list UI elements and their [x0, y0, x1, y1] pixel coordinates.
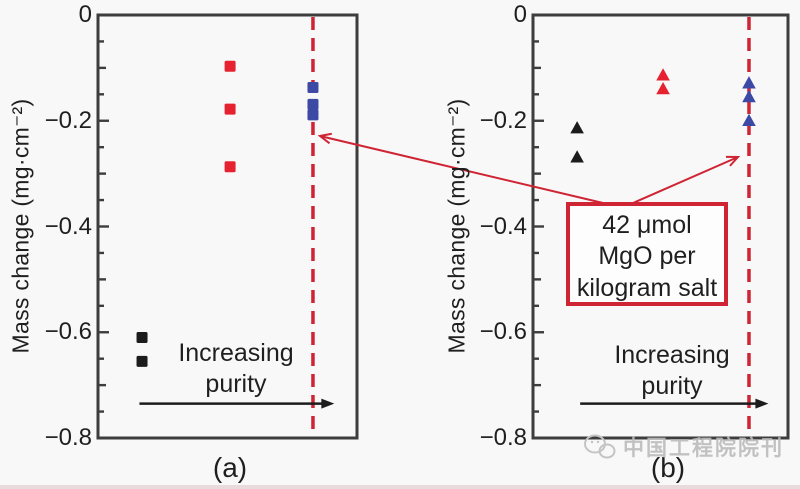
- panel-caption-a: (a): [212, 452, 248, 483]
- purity-arrow-head-b: [755, 398, 769, 409]
- marker-triangle-blue-triangles: [742, 76, 756, 89]
- marker-square-blue-squares: [307, 81, 319, 93]
- marker-triangle-blue-triangles: [742, 113, 756, 127]
- annotation-line3: kilogram salt: [576, 273, 718, 302]
- ytick-label-a: 0: [78, 1, 92, 28]
- marker-square-blue-squares: [307, 109, 319, 121]
- annotation-line1: 42 μmol: [602, 211, 692, 239]
- panel-a-frame: [96, 13, 359, 440]
- annotation-arrow-line-1: [632, 156, 739, 204]
- annotation-arrow-head-0: [317, 132, 332, 145]
- marker-square-red-squares: [224, 103, 236, 115]
- ytick-label-a: −0.8: [44, 424, 92, 451]
- mgo-annotation-box: 42 μmol MgO per kilogram salt: [566, 202, 728, 306]
- increasing-purity-label-b: Increasing purity: [560, 340, 784, 402]
- ytick-label-b: −0.6: [479, 318, 527, 346]
- marker-square-black-squares: [136, 332, 148, 344]
- bottom-strip: [0, 485, 800, 489]
- marker-triangle-black-triangles: [570, 121, 584, 134]
- marker-square-black-squares: [136, 355, 148, 367]
- purity-arrow-head-a: [321, 398, 335, 409]
- annotation-arrow-head-1: [725, 155, 741, 167]
- marker-triangle-black-triangles: [570, 150, 584, 163]
- ytick-label-b: −0.4: [479, 212, 527, 240]
- ytick-label-a: −0.2: [44, 106, 92, 134]
- panel-b-frame: [531, 13, 790, 440]
- wechat-logo-icon: [584, 434, 616, 459]
- marker-square-red-squares: [224, 161, 236, 173]
- increasing-purity-label-a: Increasing purity: [124, 338, 348, 400]
- panel-caption-b: (b): [650, 452, 686, 483]
- ytick-label-b: 0: [513, 1, 527, 28]
- increasing-purity-line2: purity: [205, 370, 267, 398]
- increasing-purity-line2: purity: [641, 372, 703, 400]
- ytick-label-b: −0.8: [479, 424, 527, 451]
- marker-square-blue-squares: [307, 98, 319, 110]
- ytick-label-a: −0.4: [44, 212, 92, 240]
- increasing-purity-line1: Increasing: [178, 339, 294, 367]
- increasing-purity-line1: Increasing: [614, 341, 730, 369]
- marker-triangle-blue-triangles: [742, 89, 756, 103]
- marker-triangle-red-triangles: [656, 81, 670, 95]
- watermark-text: 中国工程院院刊: [623, 437, 784, 460]
- marker-triangle-red-triangles: [656, 68, 670, 81]
- annotation-line2: MgO per: [598, 242, 696, 271]
- watermark: 中国工程院院刊: [582, 432, 784, 462]
- ytick-label-a: −0.6: [44, 318, 92, 346]
- marker-square-red-squares: [224, 60, 236, 72]
- annotation-arrow-line-0: [319, 135, 604, 204]
- ytick-label-b: −0.2: [479, 106, 527, 134]
